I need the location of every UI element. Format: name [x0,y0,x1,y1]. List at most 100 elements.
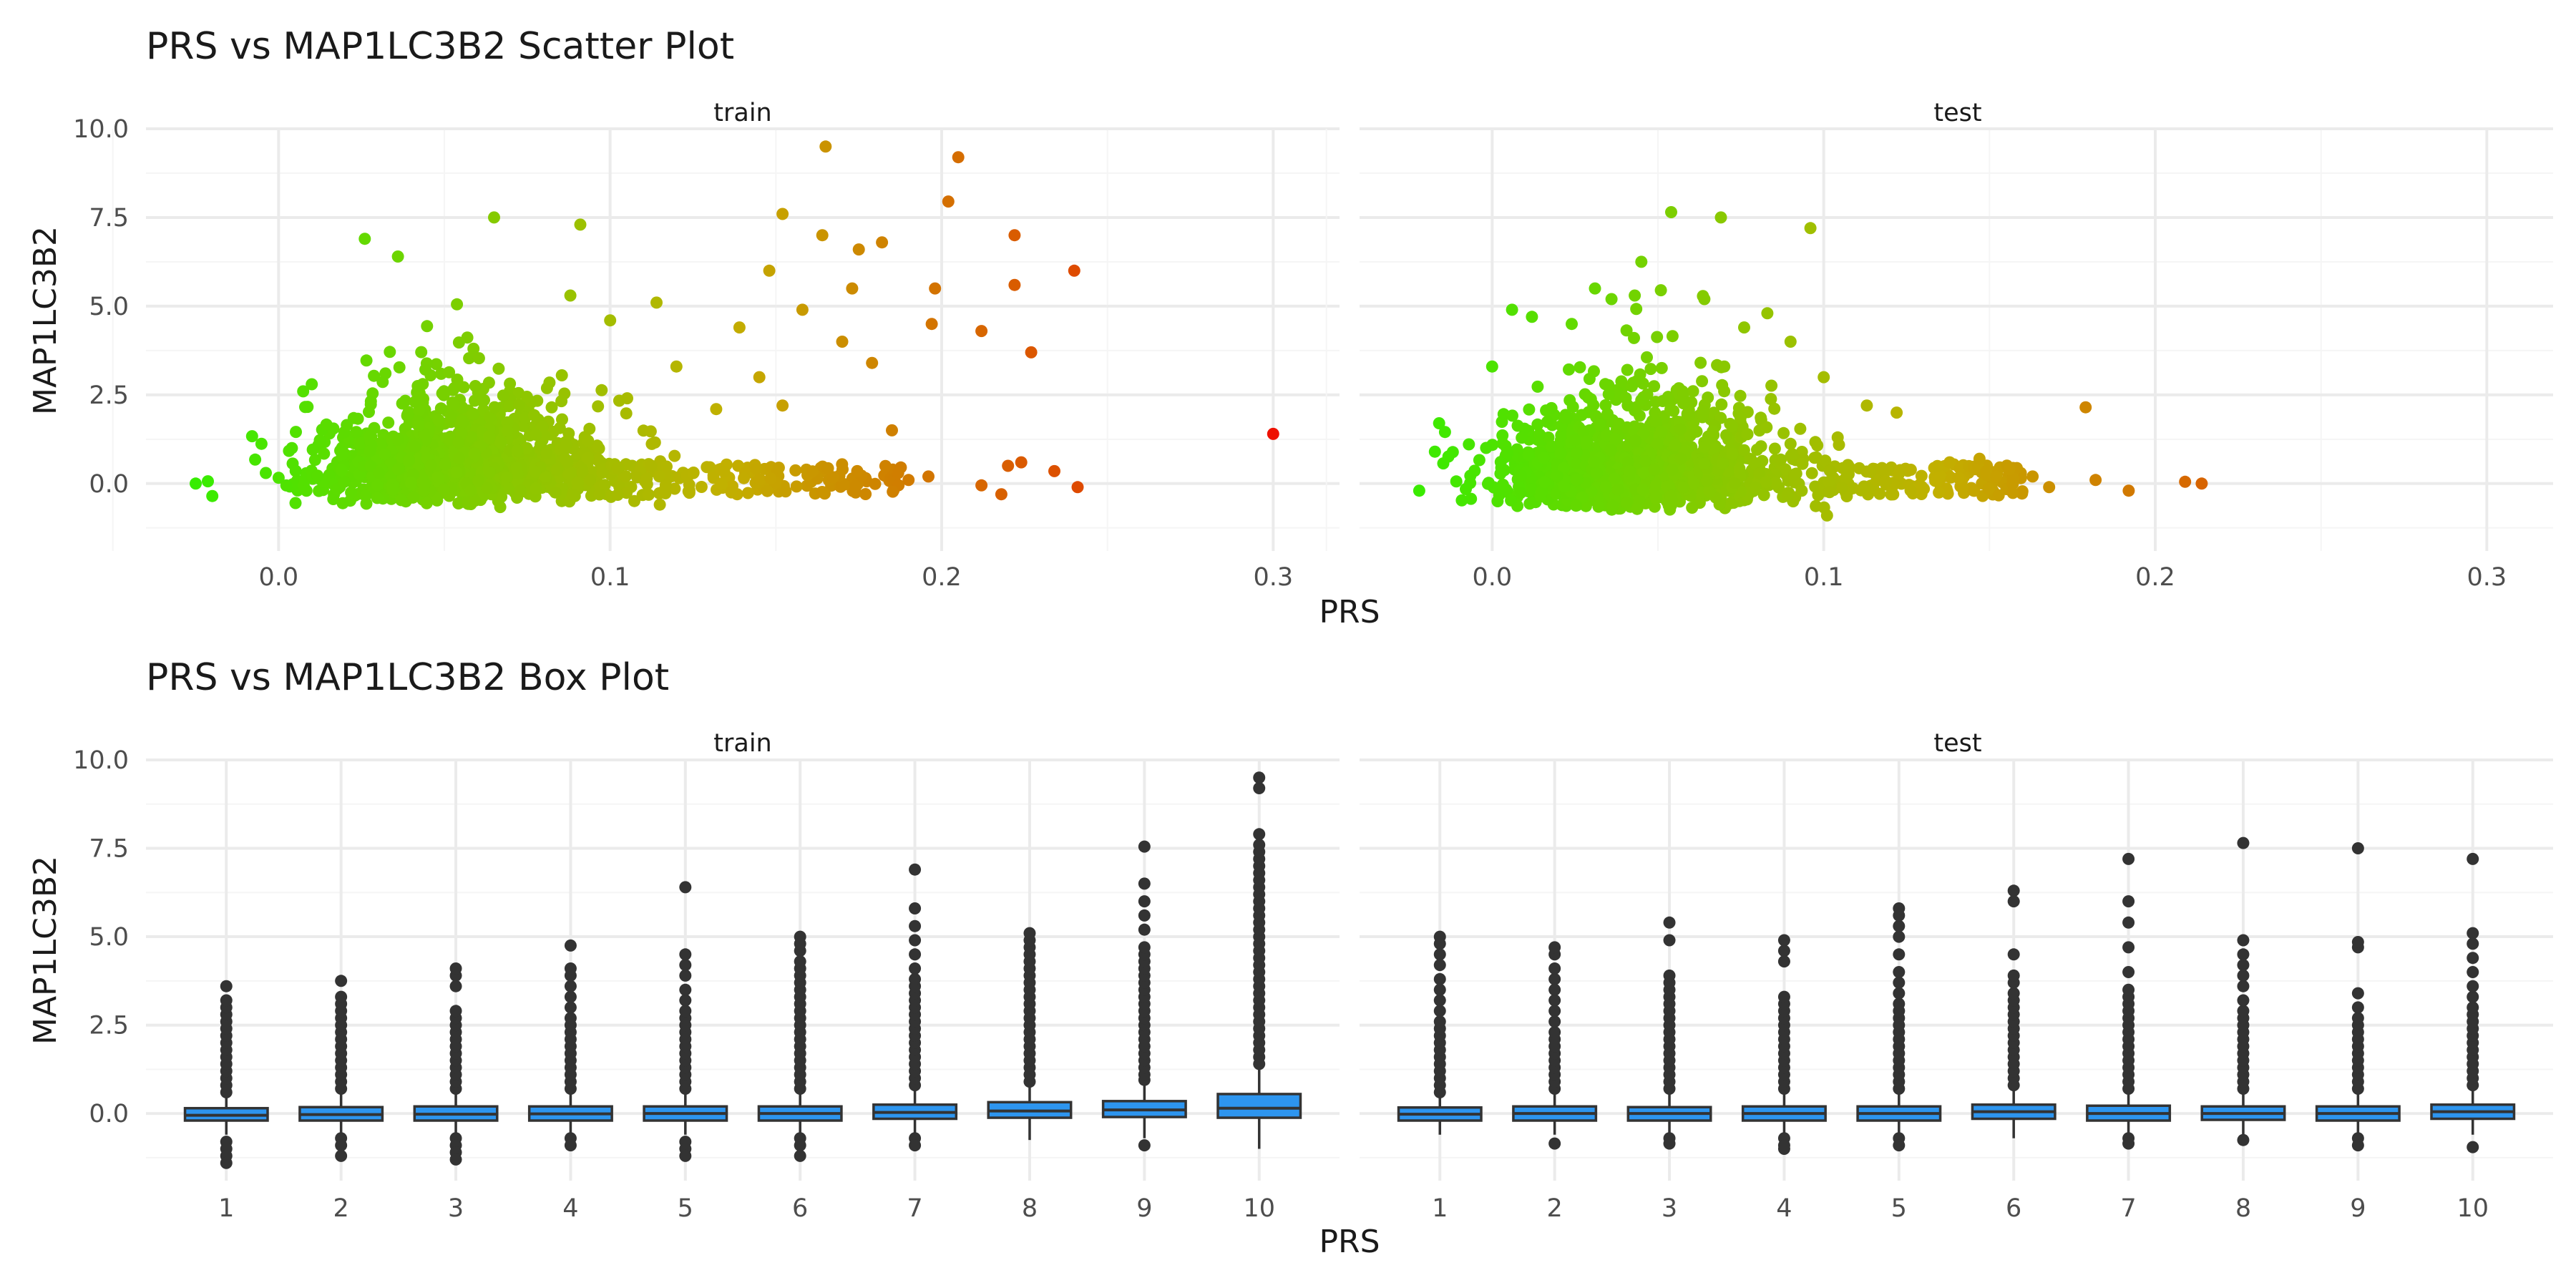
scatter-point [975,479,988,492]
scatter-point [1480,441,1493,454]
scatter-point [1751,444,1763,456]
scatter-point [613,394,625,407]
box-outlier [1433,959,1446,972]
scatter-point [1620,497,1633,509]
scatter-point [1879,475,1892,488]
scatter-point [300,484,313,497]
box-outlier [2237,1133,2250,1146]
scatter-point [1442,450,1455,463]
box-outlier [679,948,692,961]
scatter-point [1649,492,1662,504]
box-y-tick-label: 2.5 [89,1012,129,1040]
scatter-point [320,418,333,431]
scatter-point [379,448,391,461]
scatter-strip-train: train [713,99,771,127]
scatter-point [761,484,774,497]
scatter-point [1697,405,1710,418]
scatter-point [245,430,258,443]
scatter-point [738,472,751,484]
scatter-point [488,401,501,414]
box-outlier [1777,990,1790,1003]
scatter-point [1615,375,1628,388]
scatter-point [1644,363,1657,376]
box-outlier [2007,948,2020,961]
scatter-point [456,414,468,427]
scatter-point [1621,364,1634,376]
scatter-point [1538,476,1551,488]
scatter-point [1555,429,1568,441]
box-outlier [679,1005,692,1018]
scatter-point [308,454,321,467]
scatter-point [503,400,516,412]
scatter-point [313,484,326,497]
scatter-point [412,419,425,432]
scatter-point [432,414,445,426]
box-x-tick-label: 2 [333,1194,349,1223]
box-outlier [1433,1015,1446,1028]
box-outlier [1548,1015,1561,1028]
box-x-tick-label: 1 [218,1194,234,1223]
scatter-point [1734,411,1747,424]
scatter-point [1698,457,1711,470]
scatter-x-ticks-train: 0.0 0.1 0.2 0.3 [258,563,1293,592]
scatter-point [409,396,421,408]
scatter-point [836,458,849,471]
box-outlier [564,962,577,975]
scatter-point [1574,361,1586,374]
scatter-point [1840,472,1853,484]
box-outlier [1663,969,1676,982]
scatter-y-tick-label: 0.0 [89,470,129,499]
scatter-point [368,369,381,382]
scatter-point [494,436,507,449]
scatter-point [604,314,617,327]
scatter-point [1666,463,1679,476]
scatter-point [592,400,605,413]
scatter-point [1933,486,1946,499]
scatter-point [660,460,673,473]
scatter-point [1992,489,2005,502]
scatter-point [549,486,562,499]
scatter-point [408,440,421,453]
box-strip-test: test [1933,729,1981,758]
scatter-point [501,424,514,436]
scatter-point [386,483,399,496]
scatter-point [763,264,776,277]
scatter-point [902,474,915,487]
scatter-point [1804,222,1817,235]
scatter-point [593,488,606,501]
scatter-point [741,487,754,499]
scatter-point [776,208,789,220]
scatter-point [391,463,404,476]
scatter-point [206,489,219,502]
box-outlier [564,1012,577,1025]
scatter-y-tick-label: 2.5 [89,381,129,410]
box-outlier [1777,934,1790,947]
scatter-point [336,464,348,477]
scatter-point [396,397,409,410]
box-outlier [1548,972,1561,985]
box-marks-train [183,771,1302,1169]
scatter-point [1666,330,1679,343]
scatter-x-tick-label: 0.2 [2135,563,2175,592]
scatter-point [1757,489,1770,502]
scatter-point [472,474,484,487]
scatter-point [562,468,575,481]
box-x-tick-label: 8 [2235,1194,2251,1223]
scatter-point [450,466,463,479]
scatter-point [1501,447,1514,459]
box-x-tick-label: 7 [2120,1194,2136,1223]
scatter-point [1687,385,1699,398]
box-outlier [449,1153,462,1166]
scatter-point [364,444,376,457]
scatter-point [419,364,431,376]
scatter-point [879,459,892,472]
scatter-point [1438,426,1451,439]
scatter-point [289,464,302,477]
box-outlier [335,1149,348,1162]
scatter-point [1654,284,1667,297]
scatter-point [1784,336,1797,348]
scatter-strip-test: test [1933,99,1981,127]
box-x-tick-label: 8 [1022,1194,1038,1223]
box-outlier [794,955,806,968]
